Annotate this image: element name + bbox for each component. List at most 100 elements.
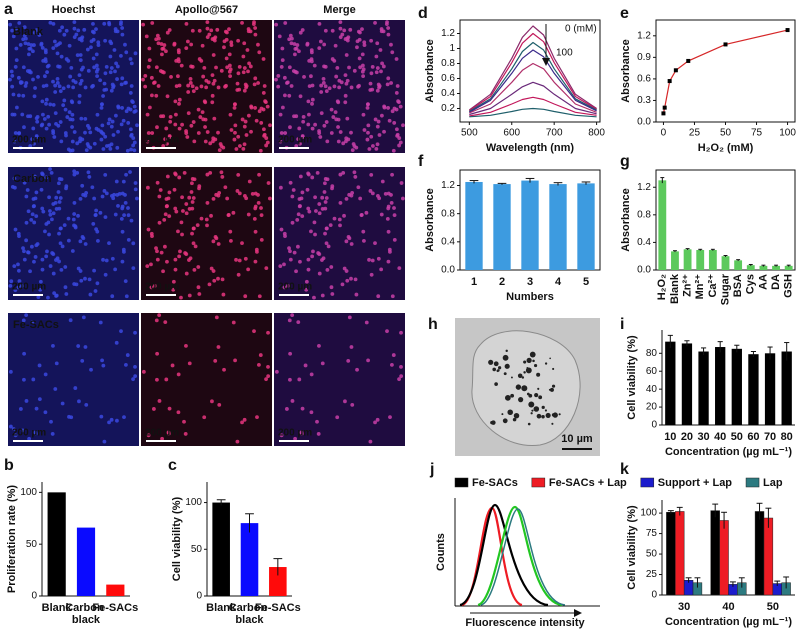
cell-dot (121, 118, 126, 123)
x-tick-label: 80 (781, 431, 793, 443)
particle (527, 422, 531, 426)
cell-dot (34, 116, 39, 121)
cell-dot (288, 180, 293, 185)
cell-dot (79, 78, 84, 83)
cell-dot (216, 130, 220, 135)
cell-dot (338, 130, 343, 134)
cell-dot (33, 431, 38, 436)
cell-dot (203, 139, 208, 144)
scale-bar-label: 200 µm (278, 135, 312, 146)
particle (525, 367, 532, 374)
cell-dot (146, 131, 151, 135)
cell-dot (24, 220, 29, 225)
cell-dot (361, 112, 366, 117)
cell-dot (89, 39, 94, 44)
cell-dot (53, 83, 58, 88)
cell-dot (283, 131, 288, 135)
cell-dot (267, 196, 272, 201)
cell-dot (279, 65, 284, 69)
cell-dot (349, 242, 354, 246)
cell-dot (83, 276, 87, 281)
cell-dot (317, 22, 322, 26)
particle (533, 363, 538, 368)
cell-dot (31, 126, 36, 131)
cell-dot (191, 226, 196, 231)
cell-dot (280, 58, 285, 62)
cell-dot (236, 38, 241, 43)
cell-dot (310, 83, 315, 88)
cell-dot (323, 64, 328, 69)
cell-dot (214, 65, 218, 70)
cell-dot (390, 109, 395, 114)
cell-dot (217, 148, 222, 153)
x-tick-label: Ca²⁺ (707, 274, 719, 298)
cell-dot (76, 266, 81, 271)
cell-dot (290, 194, 295, 199)
cell-dot (211, 239, 216, 244)
cell-dot (20, 428, 25, 433)
cell-dot (147, 58, 152, 62)
cell-dot (160, 47, 165, 51)
cell-dot (199, 84, 204, 89)
particle (513, 412, 520, 419)
cell-dot (161, 144, 166, 148)
cell-dot (17, 21, 22, 25)
y-axis-label: Cell viability (%) (626, 335, 638, 420)
cell-dot (216, 242, 221, 246)
cell-dot (329, 131, 334, 135)
cell-dot (22, 249, 26, 254)
cell-dot (133, 330, 137, 335)
cell-dot (176, 372, 181, 377)
cell-dot (248, 64, 253, 69)
y-tick-label: 0.2 (441, 103, 455, 114)
y-tick-label: 0.6 (441, 73, 455, 84)
cell-dot (228, 74, 233, 79)
cell-dot (48, 102, 53, 107)
cell-dot (77, 399, 81, 404)
particle (536, 413, 542, 419)
cell-dot (253, 76, 258, 81)
cell-dot (344, 239, 349, 244)
cell-dot (240, 420, 244, 425)
y-tick-label: 0.0 (637, 117, 651, 128)
cell-dot (21, 65, 26, 70)
cell-dot (243, 82, 248, 87)
cell-dot (261, 127, 266, 132)
y-tick-label: 1 (449, 43, 455, 54)
cell-dot (115, 64, 120, 69)
cell-dot (323, 200, 328, 204)
cell-dot (242, 193, 247, 198)
cell-dot (126, 213, 131, 218)
cell-dot (191, 241, 196, 246)
particle (551, 384, 556, 388)
cell-dot (131, 241, 136, 246)
cell-dot (320, 361, 325, 366)
cell-dot (399, 365, 403, 369)
cell-dot (211, 53, 216, 57)
cell-dot (113, 69, 117, 74)
cell-dot (52, 135, 57, 139)
cell-dot (155, 351, 160, 356)
cell-dot (24, 238, 29, 243)
cell-dot (245, 48, 250, 52)
cell-dot (299, 431, 304, 436)
cell-dot (361, 229, 366, 234)
cell-dot (289, 84, 294, 88)
cell-dot (44, 254, 49, 259)
cell-dot (64, 292, 69, 296)
y-tick-label: 0 (651, 420, 657, 431)
cell-dot (95, 281, 100, 286)
particle (552, 367, 555, 371)
cell-dot (103, 215, 108, 220)
cell-dot (163, 137, 168, 142)
cell-dot (264, 143, 269, 148)
cell-dot (91, 56, 96, 61)
cell-dot (128, 107, 133, 112)
cell-dot (386, 26, 391, 30)
cell-dot (180, 122, 184, 127)
cell-dot (386, 259, 391, 264)
cell-dot (360, 63, 365, 68)
cell-dot (202, 65, 207, 70)
cell-dot (247, 179, 252, 184)
cell-dot (122, 415, 126, 420)
